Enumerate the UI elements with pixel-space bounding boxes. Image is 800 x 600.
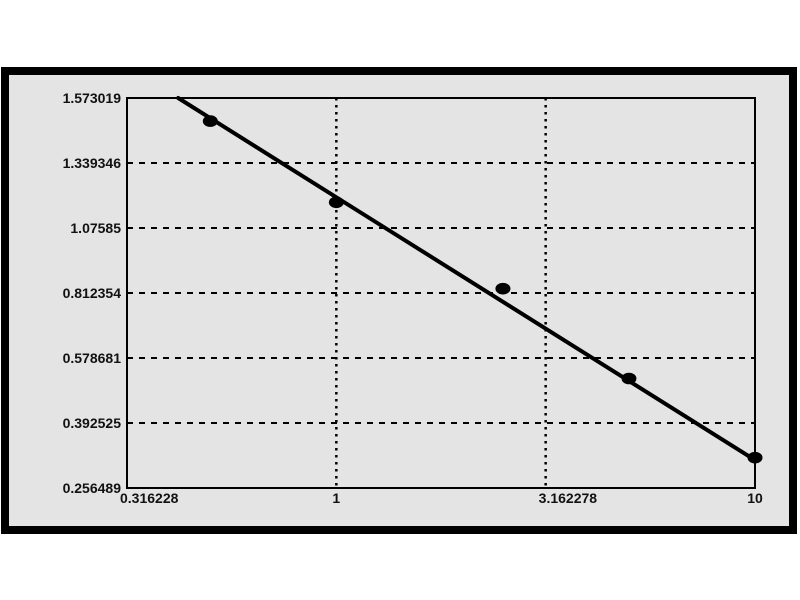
data-point bbox=[747, 451, 763, 464]
data-point bbox=[621, 372, 637, 385]
fit-line bbox=[176, 96, 757, 463]
x-tick-label: 1 bbox=[332, 490, 340, 506]
y-tick-label: 0.812354 bbox=[63, 285, 122, 301]
y-tick-label: 0.256489 bbox=[63, 480, 122, 496]
y-tick-label: 0.578681 bbox=[63, 350, 122, 366]
y-tick-label: 1.339346 bbox=[63, 155, 122, 171]
data-point bbox=[495, 282, 511, 295]
data-point bbox=[328, 196, 344, 209]
y-tick-label: 1.573019 bbox=[63, 90, 122, 106]
x-tick-label: 0.316228 bbox=[120, 490, 179, 506]
plot-frame bbox=[126, 97, 756, 489]
x-tick-label: 10 bbox=[747, 490, 763, 506]
x-tick-label: 3.162278 bbox=[539, 490, 598, 506]
standard-curve-figure bbox=[1, 67, 797, 534]
y-tick-label: 1.07585 bbox=[70, 220, 121, 236]
y-tick-label: 0.392525 bbox=[63, 415, 122, 431]
data-point bbox=[202, 115, 218, 127]
